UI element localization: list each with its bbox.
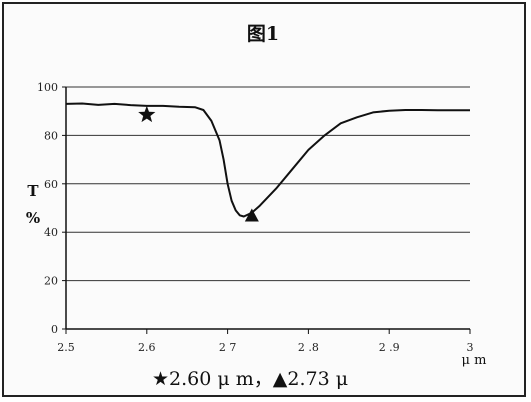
- x-tick-label-5: 3: [467, 341, 474, 354]
- y-tick-label-0: 0: [51, 323, 58, 336]
- y-tick-label-80: 80: [44, 129, 58, 142]
- chart-frame: [2, 2, 526, 397]
- y-tick-label-100: 100: [37, 81, 58, 94]
- y-tick-label-40: 40: [44, 226, 58, 239]
- x-tick-labels: 2.5 2.6 2 7 2 .8 2 .9 3: [57, 341, 473, 354]
- y-tick-label-20: 20: [44, 275, 58, 288]
- y-tick-labels: 0 20 40 60 80 100: [37, 81, 58, 336]
- y-axis-label-percent: %: [26, 209, 40, 227]
- markers: [138, 105, 259, 222]
- y-tick-label-60: 60: [44, 178, 58, 191]
- triangle-marker: [244, 208, 259, 222]
- x-tick-label-1: 2.6: [138, 341, 156, 354]
- series-layer: [65, 102, 470, 218]
- x-axis-unit-label: μ m: [462, 353, 487, 368]
- x-tick-label-0: 2.5: [57, 341, 75, 354]
- chart-title: 图1: [247, 23, 279, 45]
- star-marker: [138, 105, 156, 123]
- gridlines: [66, 86, 470, 282]
- y-axis-label-T: T: [27, 182, 39, 200]
- transmittance-curve-0: [65, 102, 470, 218]
- x-tick-label-2: 2 7: [219, 341, 237, 354]
- x-tick-label-4: 2 .9: [379, 341, 400, 354]
- x-tick-label-3: 2 .8: [298, 341, 319, 354]
- axes: [62, 86, 471, 334]
- marker-legend: ★2.60 μ m，▲2.73 μ: [152, 368, 348, 390]
